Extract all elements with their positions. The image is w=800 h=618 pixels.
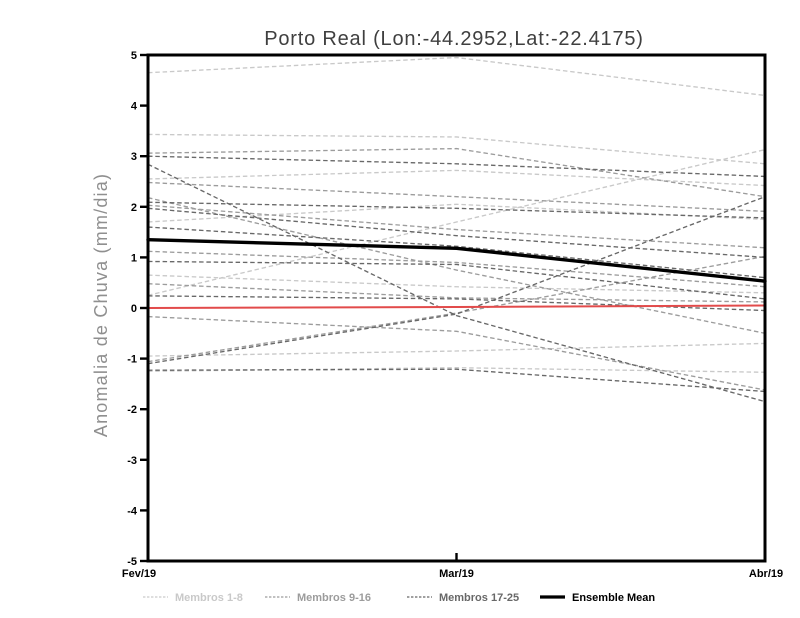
y-tick-label: 2	[131, 202, 137, 214]
legend-label-2: Membros 9-16	[297, 592, 371, 604]
member-line	[147, 250, 766, 288]
member-line	[147, 367, 766, 373]
y-tick-label: -5	[127, 556, 137, 568]
member-line	[147, 155, 766, 178]
legend-label-1: Membros 1-8	[175, 592, 243, 604]
legend-label-4: Ensemble Mean	[572, 592, 655, 604]
x-tick-label: Abr/19	[749, 568, 783, 580]
member-line	[147, 204, 766, 249]
member-line	[147, 226, 766, 279]
zero-reference-line	[147, 304, 766, 309]
legend: Membros 1-8 Membros 9-16 Membros 17-25 Ense…	[143, 592, 655, 604]
y-tick-label: -2	[127, 404, 137, 416]
member-line	[147, 197, 766, 334]
plot-area	[146, 56, 767, 403]
x-tick-label: Fev/19	[122, 568, 156, 580]
ensemble-mean-line	[146, 237, 767, 283]
legend-label-3: Membros 17-25	[439, 592, 519, 604]
y-tick-label: -3	[127, 455, 137, 467]
member-line	[147, 274, 766, 294]
member-line	[147, 201, 766, 219]
member-line	[147, 315, 766, 391]
y-tick-label: 0	[131, 303, 137, 315]
member-line	[147, 368, 766, 393]
member-line	[147, 133, 766, 165]
y-tick-label: 4	[131, 101, 138, 113]
member-line	[147, 56, 766, 97]
member-line	[147, 169, 766, 187]
member-line	[147, 342, 766, 357]
member-line	[147, 163, 766, 403]
member-line	[147, 181, 766, 213]
member-line	[147, 255, 766, 363]
y-tick-label: -1	[127, 354, 137, 366]
y-tick-label: 5	[131, 50, 137, 62]
member-line	[147, 283, 766, 303]
y-axis-label: Anomalia de Chuva (mm/dia)	[91, 173, 111, 437]
member-line	[147, 148, 766, 297]
y-tick-label: -4	[127, 505, 138, 517]
member-line	[147, 147, 766, 198]
x-tick-label: Mar/19	[439, 568, 474, 580]
y-tick-label: 1	[131, 252, 137, 264]
member-line	[147, 196, 766, 365]
chart-title: Porto Real (Lon:-44.2952,Lat:-22.4175)	[264, 28, 644, 50]
member-line	[147, 207, 766, 259]
member-line	[147, 260, 766, 300]
y-tick-label: 3	[131, 151, 137, 163]
